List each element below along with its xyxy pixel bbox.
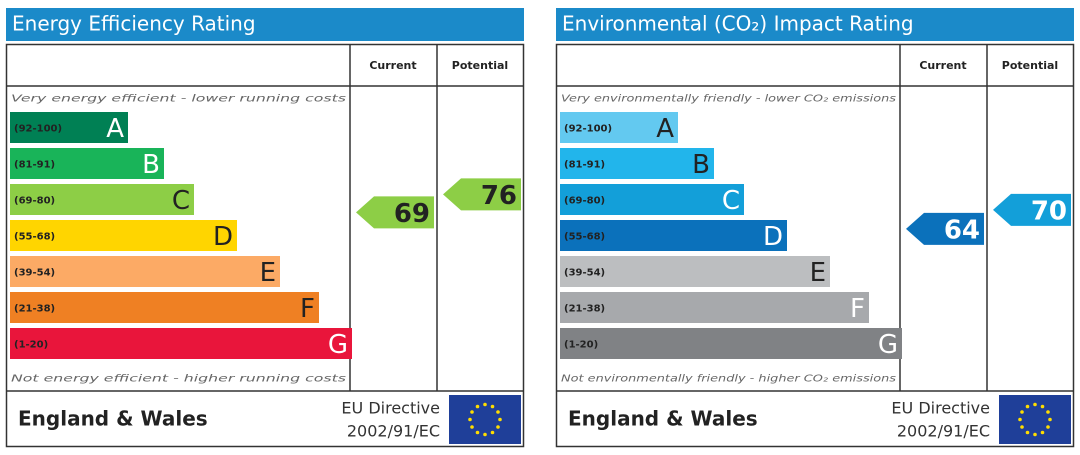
eu-flag (449, 395, 521, 444)
band-letter: C (722, 186, 740, 216)
eu-star (490, 404, 495, 409)
band-letter: G (328, 330, 348, 360)
panel-title: Environmental (CO₂) Impact Rating (562, 12, 914, 36)
band-range: (21-38) (14, 304, 55, 315)
band-range: (1-20) (564, 340, 598, 351)
band-letter: E (260, 258, 276, 288)
band-range: (92-100) (564, 124, 612, 135)
eu-star (1048, 417, 1052, 422)
directive-label: EU Directive (341, 399, 440, 418)
directive-code: 2002/91/EC (897, 422, 990, 441)
eu-star (475, 430, 480, 435)
eu-star (470, 425, 474, 429)
title-bar (556, 8, 1074, 41)
scale-note: Not environmentally friendly - higher CO… (561, 374, 896, 385)
rating-panel: Environmental (CO₂) Impact Rating Current… (555, 8, 1075, 448)
region-label: England & Wales (18, 407, 208, 431)
region-label: England & Wales (568, 407, 758, 431)
band-letter: F (850, 294, 865, 324)
eu-star (496, 425, 500, 429)
rating-band (10, 292, 319, 323)
band-range: (81-91) (564, 160, 605, 171)
rating-band (560, 292, 869, 323)
rating-band (10, 148, 164, 179)
band-letter: A (106, 114, 124, 144)
rating-arrow (356, 196, 434, 229)
rating-band (560, 328, 902, 359)
eu-star (1018, 417, 1022, 422)
eu-star (483, 432, 487, 437)
band-letter: D (213, 222, 233, 252)
band-range: (81-91) (14, 160, 55, 171)
band-range: (21-38) (564, 304, 605, 315)
rating-arrow (906, 212, 984, 245)
rating-value: 64 (944, 215, 980, 245)
band-letter: G (878, 330, 898, 360)
rating-band (10, 184, 194, 215)
eu-star (1020, 410, 1024, 414)
band-letter: C (172, 186, 190, 216)
title-bar (6, 8, 524, 41)
scale-note: Not energy efficient - higher running co… (11, 374, 346, 385)
rating-band (10, 112, 128, 143)
eu-star (468, 417, 472, 422)
eu-star (1025, 430, 1030, 435)
eu-star (1020, 425, 1024, 429)
band-range: (1-20) (14, 340, 48, 351)
eu-star (1033, 402, 1037, 407)
rating-band (560, 184, 744, 215)
scale-note: Very energy efficient - lower running co… (11, 94, 346, 105)
panel-title: Energy Efficiency Rating (12, 12, 256, 36)
band-range: (69-80) (14, 196, 55, 207)
directive-label: EU Directive (891, 399, 990, 418)
eu-star (483, 402, 487, 407)
band-range: (55-68) (14, 232, 55, 243)
rating-band (560, 148, 714, 179)
column-header: Current (919, 59, 966, 72)
column-header: Potential (452, 59, 508, 72)
rating-band (10, 256, 280, 287)
rating-arrow (443, 178, 521, 211)
eu-flag (999, 395, 1071, 444)
band-letter: F (300, 294, 315, 324)
eu-star (1046, 410, 1050, 414)
eu-star (1046, 425, 1050, 429)
column-header: Potential (1002, 59, 1058, 72)
eu-star (1040, 430, 1045, 435)
rating-panel: Energy Efficiency Rating Current Potential… (5, 8, 525, 448)
scale-note: Very environmentally friendly - lower CO… (561, 94, 896, 105)
rating-value: 69 (394, 199, 430, 229)
rating-band (560, 256, 830, 287)
band-letter: D (763, 222, 783, 252)
eu-star (1040, 404, 1045, 409)
eu-star (498, 417, 502, 422)
band-range: (69-80) (564, 196, 605, 207)
rating-band (10, 220, 237, 251)
eu-star (470, 410, 474, 414)
band-range: (55-68) (564, 232, 605, 243)
directive-code: 2002/91/EC (347, 422, 440, 441)
rating-band (10, 328, 352, 359)
band-letter: E (810, 258, 826, 288)
band-range: (39-54) (564, 268, 605, 279)
band-range: (92-100) (14, 124, 62, 135)
band-letter: B (692, 150, 710, 180)
eu-star (1025, 404, 1030, 409)
eu-star (1033, 432, 1037, 437)
band-range: (39-54) (14, 268, 55, 279)
column-header: Current (369, 59, 416, 72)
eu-star (496, 410, 500, 414)
eu-star (490, 430, 495, 435)
rating-band (560, 220, 787, 251)
rating-arrow (993, 193, 1071, 226)
rating-value: 76 (481, 181, 517, 211)
rating-value: 70 (1031, 196, 1067, 226)
band-letter: A (656, 114, 674, 144)
eu-star (475, 404, 480, 409)
band-letter: B (142, 150, 160, 180)
rating-band (560, 112, 678, 143)
